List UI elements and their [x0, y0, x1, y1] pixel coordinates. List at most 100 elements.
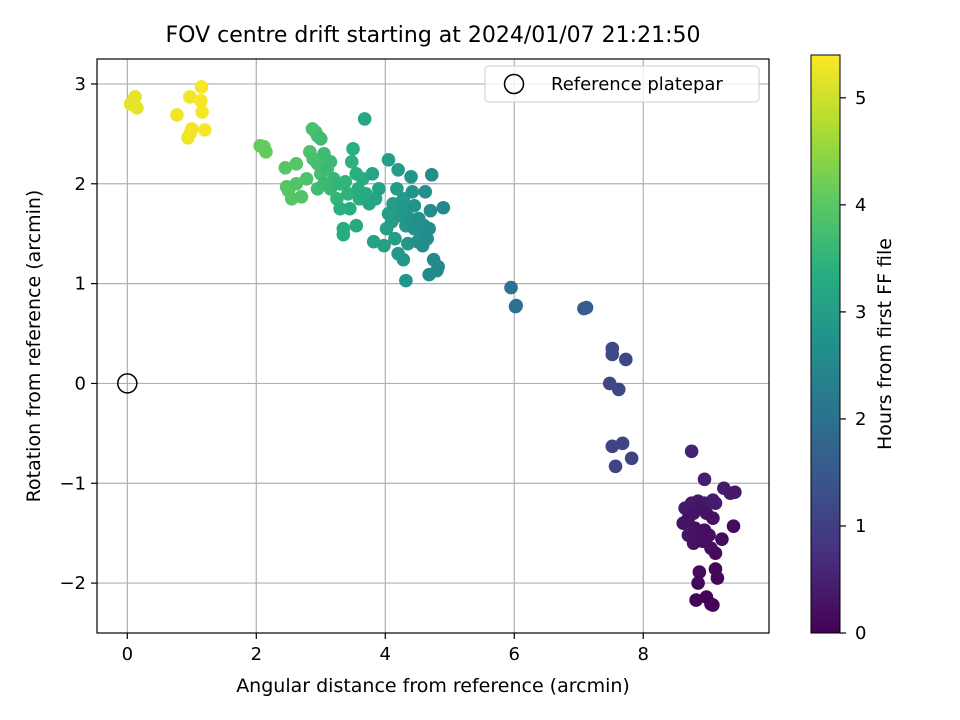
colorbar-gradient [810, 54, 841, 634]
data-point [509, 298, 523, 313]
data-point [611, 382, 626, 397]
y-tick-label: −1 [59, 473, 86, 494]
data-point [579, 300, 594, 315]
data-point [418, 184, 433, 199]
data-point [381, 153, 396, 167]
data-point [341, 186, 355, 201]
data-point [346, 142, 360, 156]
legend-reference-marker [503, 73, 525, 95]
x-tick-label: 8 [638, 644, 649, 665]
colorbar-tick-label: 3 [855, 302, 866, 323]
data-point [396, 252, 411, 267]
data-point [422, 267, 436, 282]
data-point [399, 273, 413, 288]
data-point [706, 511, 720, 525]
data-point [405, 184, 420, 199]
data-point [695, 534, 710, 548]
data-point [691, 576, 705, 590]
gridlines [97, 59, 769, 633]
data-point [259, 145, 273, 159]
data-point [128, 90, 142, 104]
colorbar-tick-label: 0 [855, 623, 866, 644]
data-point [619, 352, 633, 367]
data-point [336, 227, 351, 242]
colorbar-tick-label: 2 [855, 409, 866, 430]
colorbar-tick-label: 4 [855, 195, 866, 216]
legend-entry-label: Reference platepar [551, 74, 723, 95]
data-point [194, 94, 208, 108]
data-point [407, 198, 422, 213]
data-point [377, 238, 391, 253]
x-axis-ticks: 0 2 4 6 8 [122, 633, 649, 665]
data-point [366, 234, 381, 249]
data-point [391, 163, 405, 177]
data-point [431, 259, 445, 274]
data-point [170, 108, 184, 122]
data-point [194, 80, 209, 94]
data-point [615, 436, 630, 451]
data-point [605, 439, 620, 454]
data-point [684, 444, 699, 459]
data-point [372, 181, 386, 196]
data-point [357, 112, 372, 126]
data-point [676, 516, 691, 530]
reference-marker-group [117, 373, 138, 394]
data-point [313, 132, 328, 146]
data-point [197, 123, 212, 137]
x-axis-label: Angular distance from reference (arcmin) [236, 675, 630, 697]
data-point [689, 593, 703, 607]
colorbar-label: Hours from first FF file [874, 238, 896, 450]
data-points [123, 80, 742, 612]
data-point [605, 347, 620, 362]
y-axis-ticks: −2 −1 0 1 2 3 [59, 74, 97, 594]
data-point [365, 167, 380, 181]
data-point [504, 280, 518, 295]
data-point [715, 532, 729, 546]
chart-title: FOV centre drift starting at 2024/01/07 … [166, 23, 701, 48]
data-point [294, 189, 309, 204]
y-tick-label: 0 [75, 373, 86, 394]
legend: Reference platepar [484, 65, 760, 103]
data-point [289, 176, 304, 191]
legend-box [484, 65, 760, 103]
data-point [422, 221, 436, 236]
data-point [130, 101, 144, 115]
data-point [423, 203, 438, 218]
colorbar-tick-label: 1 [855, 516, 866, 537]
data-point [710, 571, 725, 585]
data-point [390, 181, 404, 196]
data-point [608, 459, 623, 474]
data-point [183, 90, 197, 104]
data-point [726, 519, 741, 533]
data-point [404, 169, 418, 184]
data-point [333, 201, 347, 216]
data-point [183, 127, 197, 141]
x-tick-label: 2 [251, 644, 262, 665]
data-point [343, 201, 357, 216]
y-tick-label: −2 [59, 573, 86, 594]
data-point [289, 157, 304, 171]
colorbar: 0 1 2 3 4 5 Hours from first FF file [810, 54, 896, 644]
x-tick-label: 4 [380, 644, 391, 665]
data-point [706, 598, 720, 612]
data-point [436, 200, 451, 215]
data-point [323, 155, 338, 169]
data-point [692, 565, 707, 579]
data-point [697, 472, 712, 487]
y-tick-label: 2 [75, 174, 86, 195]
reference-platepar-marker [117, 373, 138, 394]
data-point [624, 451, 639, 466]
y-tick-label: 1 [75, 274, 86, 295]
data-point [388, 231, 402, 246]
plot-frame [96, 58, 770, 634]
y-axis-label: Rotation from reference (arcmin) [23, 190, 45, 503]
x-tick-label: 6 [509, 644, 520, 665]
data-point [195, 105, 209, 119]
data-point [299, 171, 314, 186]
data-point [728, 485, 742, 500]
y-tick-label: 3 [75, 74, 86, 95]
data-point [424, 167, 439, 182]
data-point [344, 155, 359, 169]
data-point [278, 161, 293, 175]
